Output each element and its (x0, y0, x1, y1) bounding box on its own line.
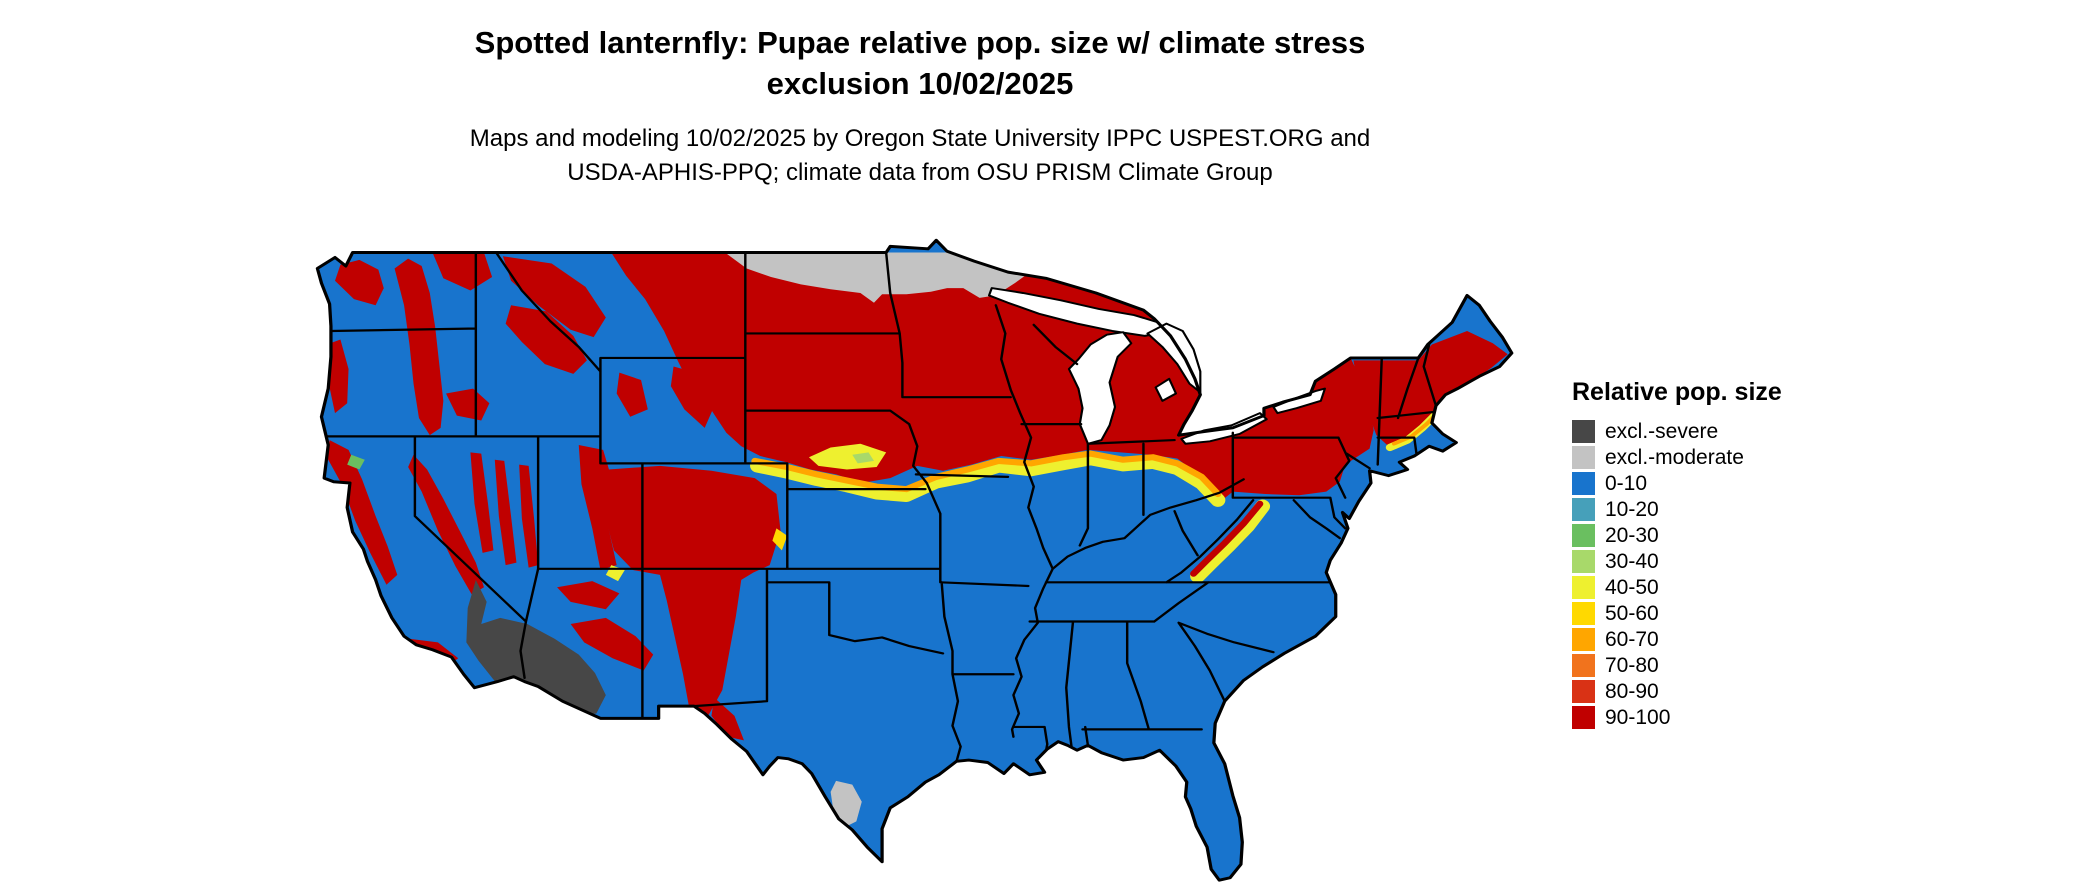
map-subtitle: Maps and modeling 10/02/2025 by Oregon S… (0, 122, 1840, 190)
fringe-orange (751, 450, 1222, 498)
fill-tx-davis (711, 697, 744, 741)
lake-huron (1146, 322, 1202, 394)
legend-title: Relative pop. size (1572, 378, 1782, 406)
legend-swatch (1572, 654, 1595, 677)
legend: Relative pop. size excl.-severe excl.-mod… (1572, 378, 1782, 731)
map-title: Spotted lanternfly: Pupae relative pop. … (0, 22, 1840, 104)
lake-michigan (1067, 331, 1133, 445)
us-map (270, 228, 1570, 890)
legend-item: 60-70 (1572, 627, 1782, 652)
fill-wa-ne (432, 252, 493, 291)
legend-item: 50-60 (1572, 601, 1782, 626)
legend-label: 40-50 (1605, 576, 1659, 599)
fill-az-north (557, 581, 620, 610)
legend-item: excl.-moderate (1572, 445, 1782, 470)
fill-wy-range1 (670, 366, 716, 428)
legend-label: 0-10 (1605, 472, 1648, 495)
fill-speck-gold (772, 528, 788, 551)
legend-item: 30-40 (1572, 549, 1782, 574)
fill-sierra (408, 454, 484, 595)
legend-item: 90-100 (1572, 705, 1782, 730)
legend-swatch (1572, 706, 1595, 729)
legend-label: 90-100 (1605, 706, 1671, 729)
fill-nv-stripe3 (519, 464, 539, 568)
fill-wa-coast (335, 259, 384, 306)
legend-label: 60-70 (1605, 628, 1659, 651)
appalachia-yellow (1190, 499, 1271, 583)
fringe-yellow (750, 451, 1226, 507)
fill-cascades (394, 258, 444, 436)
legend-swatch (1572, 576, 1595, 599)
legend-swatch (1572, 472, 1595, 495)
appalachia-red (1190, 500, 1264, 577)
map-title-line2: exclusion 10/02/2025 (766, 66, 1074, 101)
fill-rockies-co-nm (600, 465, 781, 715)
legend-item: 70-80 (1572, 653, 1782, 678)
legend-label: 80-90 (1605, 680, 1659, 703)
map-subtitle-line2: USDA-APHIS-PPQ; climate data from OSU PR… (567, 159, 1273, 186)
fill-mt-west (502, 256, 606, 338)
legend-swatch (1572, 628, 1595, 651)
legend-item: excl.-severe (1572, 419, 1782, 444)
us-map-graphic (315, 238, 1514, 882)
fill-mogollon (570, 617, 654, 671)
legend-swatch (1572, 524, 1595, 547)
legend-item: 40-50 (1572, 575, 1782, 600)
legend-label: 20-30 (1605, 524, 1659, 547)
legend-label: 10-20 (1605, 498, 1659, 521)
legend-swatch (1572, 550, 1595, 573)
legend-items: excl.-severe excl.-moderate 0-10 10-20 20-30… (1572, 419, 1782, 730)
state-borders (322, 251, 1438, 763)
state-border-lines (322, 251, 1438, 763)
saginaw-bay (1154, 377, 1178, 402)
legend-swatch (1572, 498, 1595, 521)
legend-swatch (1572, 420, 1595, 443)
raster-fills (317, 240, 1512, 881)
legend-label: excl.-moderate (1605, 446, 1744, 469)
legend-label: excl.-severe (1605, 420, 1719, 443)
map-subtitle-line1: Maps and modeling 10/02/2025 by Oregon S… (469, 125, 1371, 152)
fill-nv-stripe1 (470, 452, 494, 553)
legend-swatch (1572, 446, 1595, 469)
legend-item: 20-30 (1572, 523, 1782, 548)
fill-excl-moderate-north (725, 252, 1046, 303)
fill-ca-coast-range (326, 440, 398, 585)
legend-swatch (1572, 602, 1595, 625)
legend-label: 70-80 (1605, 654, 1659, 677)
legend-label: 50-60 (1605, 602, 1659, 625)
fill-sandhills-green (852, 452, 874, 464)
legend-item: 10-20 (1572, 497, 1782, 522)
fill-id-mountains (505, 305, 587, 374)
fill-speck-green (347, 454, 365, 470)
legend-item: 0-10 (1572, 471, 1782, 496)
legend-label: 30-40 (1605, 550, 1659, 573)
fill-sandhills-yellow (808, 443, 887, 470)
fill-wy-range2 (616, 372, 648, 417)
fill-nv-stripe2 (494, 459, 517, 566)
us-outline (315, 238, 1514, 882)
legend-item: 80-90 (1572, 679, 1782, 704)
legend-swatch (1572, 680, 1595, 703)
fill-or-se (446, 388, 490, 421)
map-title-line1: Spotted lanternfly: Pupae relative pop. … (474, 25, 1366, 60)
